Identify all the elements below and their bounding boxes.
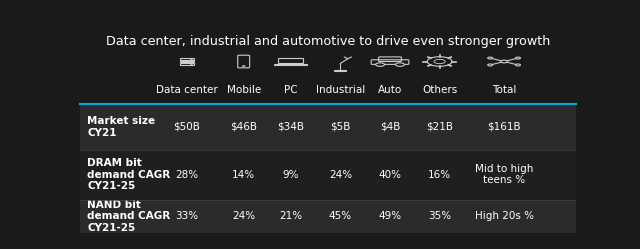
Text: High 20s %: High 20s %: [475, 211, 534, 221]
Bar: [335, 69, 346, 71]
Text: $161B: $161B: [487, 122, 521, 132]
Bar: [80, 150, 576, 199]
Text: Total: Total: [492, 85, 516, 95]
Text: Mobile: Mobile: [227, 85, 261, 95]
Bar: [80, 104, 576, 150]
Text: 28%: 28%: [175, 170, 198, 180]
Circle shape: [488, 64, 493, 66]
Bar: [80, 199, 576, 233]
Text: PC: PC: [284, 85, 298, 95]
Circle shape: [515, 64, 520, 66]
Text: 14%: 14%: [232, 170, 255, 180]
Text: 9%: 9%: [282, 170, 299, 180]
Text: Auto: Auto: [378, 85, 402, 95]
Circle shape: [515, 57, 520, 59]
Text: 24%: 24%: [232, 211, 255, 221]
Text: Others: Others: [422, 85, 457, 95]
Text: Data center: Data center: [156, 85, 218, 95]
Text: Data center, industrial and automotive to drive even stronger growth: Data center, industrial and automotive t…: [106, 35, 550, 48]
Text: $34B: $34B: [277, 122, 304, 132]
Text: NAND bit
demand CAGR
CY21-25: NAND bit demand CAGR CY21-25: [88, 200, 171, 233]
Text: DRAM bit
demand CAGR
CY21-25: DRAM bit demand CAGR CY21-25: [88, 158, 171, 191]
Text: 35%: 35%: [428, 211, 451, 221]
Circle shape: [488, 57, 493, 59]
Circle shape: [396, 63, 404, 66]
Text: $21B: $21B: [426, 122, 453, 132]
Text: Mid to high
teens %: Mid to high teens %: [475, 164, 533, 186]
Circle shape: [376, 63, 385, 66]
Text: 49%: 49%: [378, 211, 401, 221]
Circle shape: [500, 60, 508, 63]
Text: 40%: 40%: [378, 170, 401, 180]
Text: $50B: $50B: [173, 122, 200, 132]
Text: $46B: $46B: [230, 122, 257, 132]
Text: 45%: 45%: [329, 211, 352, 221]
Text: 16%: 16%: [428, 170, 451, 180]
Text: 33%: 33%: [175, 211, 198, 221]
Text: $4B: $4B: [380, 122, 400, 132]
Text: Industrial: Industrial: [316, 85, 365, 95]
Text: Market size
CY21: Market size CY21: [88, 116, 156, 137]
Text: 24%: 24%: [329, 170, 352, 180]
Text: $5B: $5B: [330, 122, 351, 132]
Text: 21%: 21%: [279, 211, 302, 221]
